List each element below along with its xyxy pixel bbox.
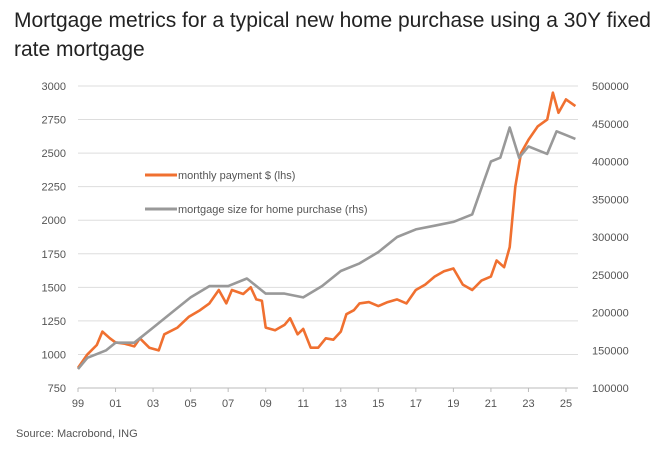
series-line-mortgage-size: [77, 126, 576, 370]
y-left-tick-label: 2500: [42, 148, 66, 160]
x-tick-label: 23: [522, 398, 534, 410]
x-tick-label: 99: [72, 398, 84, 410]
x-tick-label: 17: [410, 398, 422, 410]
y-right-tick-label: 350000: [592, 194, 629, 206]
x-tick-label: 07: [222, 398, 234, 410]
x-tick-label: 21: [485, 398, 497, 410]
x-tick-label: 01: [109, 398, 121, 410]
chart-title: Mortgage metrics for a typical new home …: [14, 9, 651, 61]
y-right-tick-label: 400000: [592, 157, 629, 169]
y-left-tick-label: 1500: [42, 282, 66, 294]
x-tick-label: 15: [372, 398, 384, 410]
source-note: Source: Macrobond, ING: [16, 428, 138, 440]
x-tick-label: 03: [147, 398, 159, 410]
y-left-tick-label: 1750: [42, 249, 66, 261]
x-tick-label: 05: [184, 398, 196, 410]
y-right-tick-label: 500000: [592, 81, 629, 93]
x-tick-label: 25: [560, 398, 572, 410]
x-tick-label: 09: [260, 398, 272, 410]
series-line-monthly-payment: [76, 91, 577, 369]
y-left-tick-label: 750: [48, 383, 66, 395]
y-right-tick-label: 100000: [592, 383, 629, 395]
y-left-tick-label: 2250: [42, 182, 66, 194]
x-tick-label: 19: [447, 398, 459, 410]
x-tick-label: 11: [298, 398, 309, 410]
y-left-tick-label: 1000: [42, 349, 66, 361]
legend-label: mortgage size for home purchase (rhs): [178, 204, 368, 216]
y-left-tick-label: 2750: [42, 115, 66, 127]
y-right-tick-label: 300000: [592, 232, 629, 244]
y-right-tick-label: 200000: [592, 308, 629, 320]
y-left-tick-label: 1250: [42, 316, 66, 328]
y-right-tick-label: 250000: [592, 270, 629, 282]
y-left-tick-label: 3000: [42, 81, 66, 93]
y-left-tick-label: 2000: [42, 215, 66, 227]
y-right-tick-label: 150000: [592, 345, 629, 357]
y-right-tick-label: 450000: [592, 119, 629, 131]
x-tick-label: 13: [335, 398, 347, 410]
legend-label: monthly payment $ (lhs): [178, 170, 295, 182]
